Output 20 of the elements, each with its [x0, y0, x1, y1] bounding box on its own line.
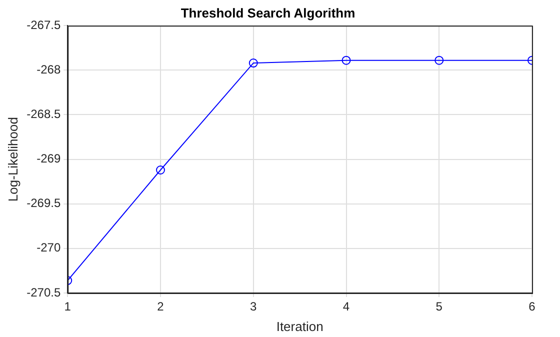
x-tick-label: 1 [64, 300, 72, 314]
chart-title: Threshold Search Algorithm [180, 5, 356, 20]
x-tick-label: 6 [528, 300, 536, 314]
y-tick-label: -268.5 [26, 107, 61, 122]
y-tick-label: -268 [36, 62, 61, 76]
x-tick-label: 4 [342, 300, 350, 314]
y-tick-label: -270 [36, 240, 61, 255]
y-axis-title: Log-Likelihood [5, 117, 20, 202]
point [248, 58, 258, 68]
y-tick-label: -270.5 [26, 285, 61, 300]
x-axis-title: Iteration [276, 318, 324, 334]
y-tick-label: -269.5 [26, 196, 61, 210]
point [156, 165, 165, 174]
point [342, 56, 351, 65]
x-tick-label: 2 [157, 300, 164, 314]
y-tick-label: -269 [36, 152, 61, 166]
point [434, 56, 444, 65]
x-tick-label: 5 [436, 300, 443, 314]
y-tick-label: -267.5 [26, 18, 61, 32]
x-tick-label: 3 [250, 300, 258, 314]
